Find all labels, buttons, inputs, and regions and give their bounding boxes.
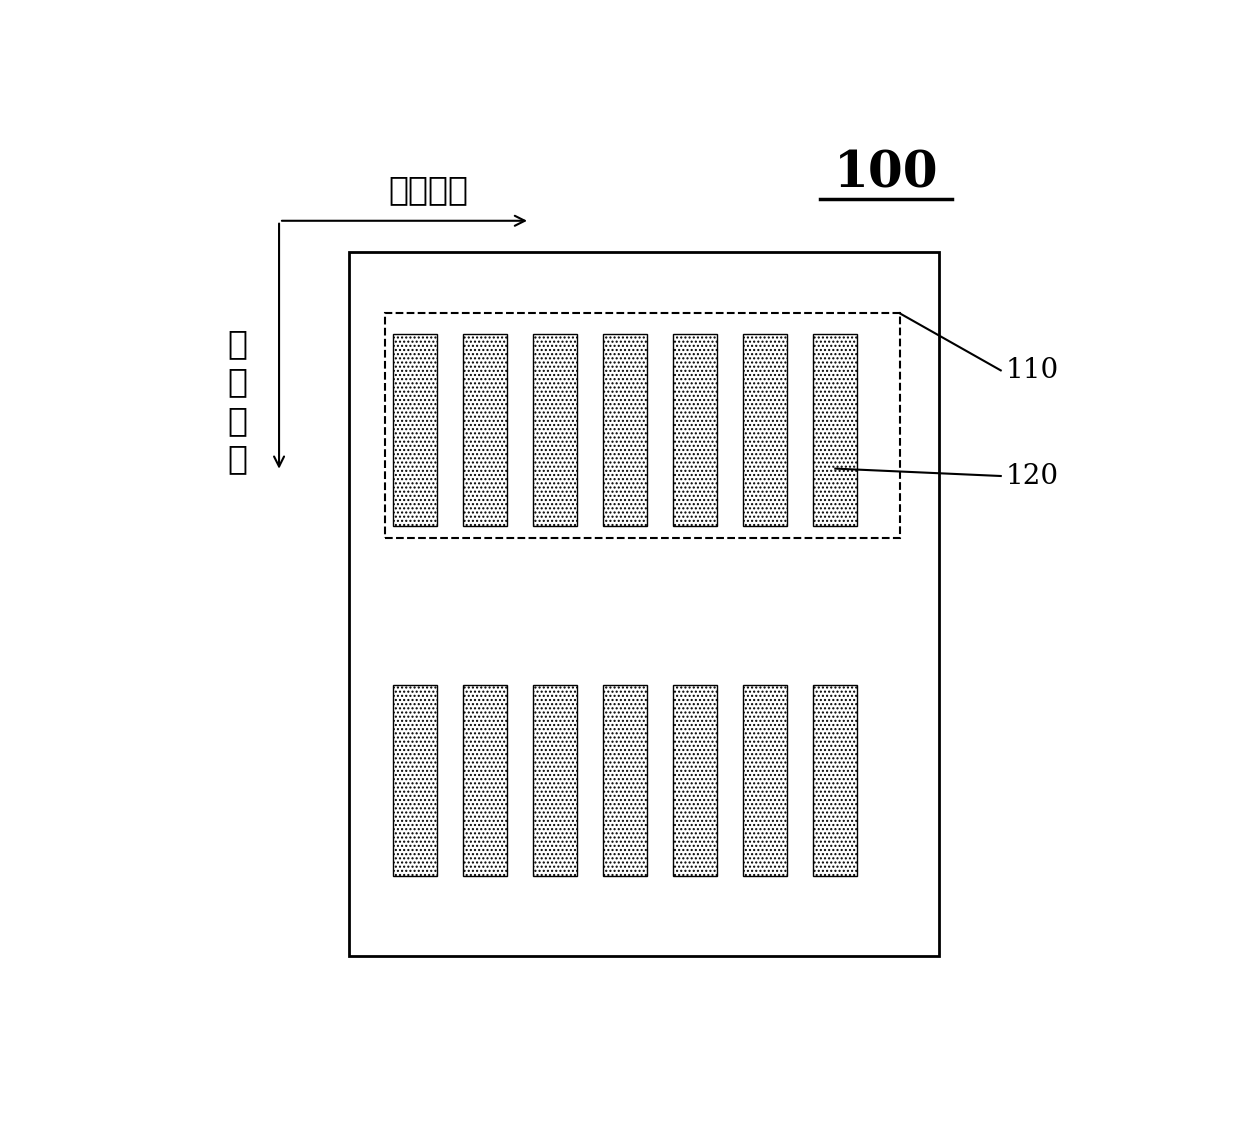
Bar [533,334,578,526]
Bar [743,685,787,877]
Text: 100: 100 [835,150,939,199]
Bar [464,685,507,877]
Bar [673,685,718,877]
Bar [350,251,939,956]
Bar [743,334,787,526]
Bar [604,334,647,526]
Bar [464,334,507,526]
Bar [813,685,857,877]
Bar [393,685,438,877]
Bar [604,685,647,877]
Text: 第
一
方
向: 第 一 方 向 [228,327,248,475]
Bar [533,685,578,877]
Text: 110: 110 [1006,357,1059,384]
Bar [813,334,857,526]
Bar [673,334,718,526]
Text: 第二方向: 第二方向 [388,174,469,207]
Text: 120: 120 [1006,463,1058,489]
Bar [384,313,899,537]
Bar [393,334,438,526]
